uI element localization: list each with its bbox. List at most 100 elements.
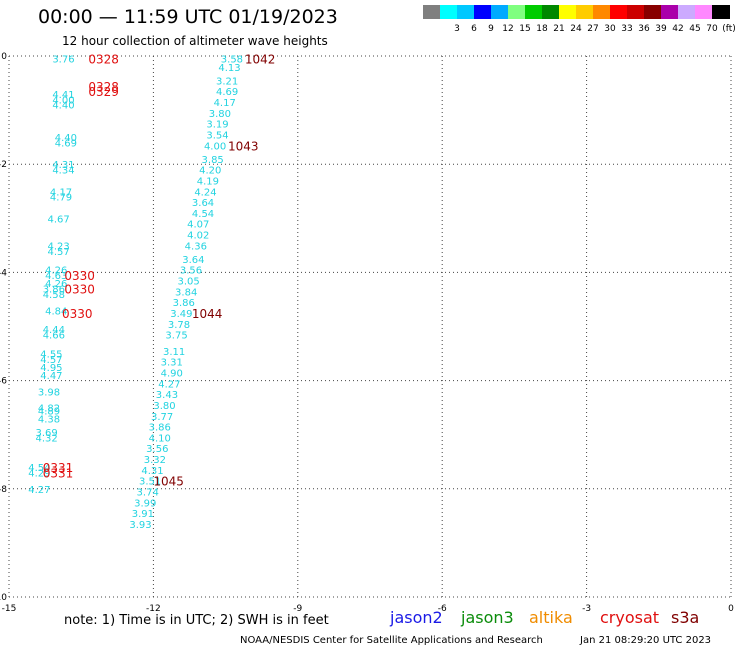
axis-tick-labels: -15 -12 -9 -6 -3 0 0 -2 -4 -6 -8 -10	[0, 52, 734, 614]
legend-swatch	[474, 5, 492, 19]
map-title: 00:00 — 11:59 UTC 01/19/2023	[38, 6, 338, 28]
legend-label: 39	[655, 24, 667, 34]
legend-label: 70	[706, 24, 718, 34]
wave-height-label: 4.07	[187, 220, 209, 231]
y-tick-label: -8	[0, 485, 7, 495]
legend-swatch	[508, 5, 526, 19]
wave-height-label: 3.49	[170, 309, 192, 320]
x-tick-label: 0	[728, 604, 734, 614]
legend-swatch	[644, 5, 662, 19]
pass-time-label: 0330	[64, 283, 95, 297]
wave-height-label: 4.54	[28, 463, 50, 474]
wave-height-label: 4.31	[141, 466, 163, 477]
wave-height-label: 4.41	[52, 90, 74, 101]
wave-height-label: 3.56	[180, 266, 202, 277]
legend-swatch	[542, 5, 560, 19]
legend-label: 42	[672, 24, 684, 34]
legend-label: 30	[604, 24, 616, 34]
wave-height-label: 3.75	[165, 331, 187, 342]
wave-height-label: 4.44	[43, 325, 65, 336]
legend-label: 15	[519, 24, 531, 34]
wave-height-label: 3.11	[163, 347, 185, 358]
wave-height-label: 4.54	[192, 209, 214, 220]
mission-cryosat: cryosat	[600, 608, 660, 627]
wave-height-values: 3.764.414.004.404.404.694.314.344.174.79…	[28, 55, 243, 531]
wave-height-label: 4.19	[197, 176, 219, 187]
wave-height-label: 4.38	[38, 414, 60, 425]
mission-s3a: s3a	[671, 608, 700, 627]
wave-height-label: 3.54	[206, 130, 228, 141]
wave-height-label: 4.23	[48, 241, 70, 252]
wave-height-label: 4.02	[187, 231, 209, 242]
legend-swatch	[491, 5, 509, 19]
wave-height-label: 3.74	[137, 488, 159, 499]
legend-swatch	[593, 5, 611, 19]
pass-time-label: 0328	[88, 80, 119, 94]
wave-height-label: 3.98	[38, 387, 60, 398]
legend-label: 33	[621, 24, 633, 34]
wave-height-label: 4.57	[40, 355, 62, 366]
wave-height-label: 4.57	[48, 247, 70, 258]
legend-swatch	[712, 5, 730, 19]
wave-height-label: 3.21	[216, 76, 238, 87]
wave-height-label: 4.67	[48, 214, 70, 225]
wave-height-label: 4.40	[55, 133, 77, 144]
legend-label: 27	[587, 24, 599, 34]
wave-height-label: 3.93	[129, 520, 151, 531]
wave-height-label: 3.69	[35, 428, 57, 439]
y-tick-label: -6	[0, 377, 7, 387]
agency-credit: NOAA/NESDIS Center for Satellite Applica…	[240, 635, 543, 646]
wave-height-label: 4.95	[40, 363, 62, 374]
legend-label: 3	[454, 24, 460, 34]
wave-height-label: 3.91	[132, 509, 154, 520]
wave-height-label: 4.58	[43, 290, 65, 301]
wave-height-label: 4.63	[45, 271, 67, 282]
wave-height-label: 3.43	[156, 390, 178, 401]
legend-label: 18	[536, 24, 548, 34]
wave-height-label: 3.31	[161, 358, 183, 369]
wave-height-label: 3.80	[153, 401, 175, 412]
wave-height-label: 4.29	[28, 469, 50, 480]
pass-time-labels: 0328032803290330033003300331033110421043…	[43, 53, 276, 489]
wave-height-label: 4.55	[40, 350, 62, 361]
wave-height-label: 4.66	[43, 331, 65, 342]
wave-height-label: 4.10	[149, 433, 171, 444]
wave-height-label: 3.76	[52, 55, 74, 66]
wave-height-label: 3.51	[139, 477, 161, 488]
legend-swatch	[610, 5, 628, 19]
pass-time-label: 0328	[88, 53, 119, 67]
wave-height-label: 4.00	[52, 95, 74, 106]
wave-height-label: 4.27	[28, 485, 50, 496]
pass-time-label: 0330	[64, 269, 95, 283]
wave-height-label: 4.47	[40, 371, 62, 382]
lat-lon-grid	[8, 55, 732, 598]
legend-label: 6	[471, 24, 477, 34]
legend-swatch	[440, 5, 458, 19]
wave-height-label: 4.24	[194, 187, 216, 198]
wave-height-label: 4.82	[38, 404, 60, 415]
pass-time-label: 0330	[62, 307, 93, 321]
wave-height-label: 3.80	[209, 109, 231, 120]
pass-time-label: 0331	[43, 461, 74, 475]
map-subtitle: 12 hour collection of altimeter wave hei…	[62, 34, 328, 48]
units-note: note: 1) Time is in UTC; 2) SWH is in fe…	[64, 613, 329, 628]
wave-height-label: 4.20	[199, 166, 221, 177]
wave-height-label: 3.78	[168, 320, 190, 331]
mission-jason3: jason3	[461, 608, 514, 627]
wave-height-label: 4.40	[52, 101, 74, 112]
legend-swatch	[661, 5, 679, 19]
wave-height-label: 3.85	[202, 155, 224, 166]
legend-label: 45	[689, 24, 701, 34]
wave-height-label: 4.84	[45, 306, 67, 317]
wave-height-label: 4.89	[38, 406, 60, 417]
x-tick-label: -15	[2, 604, 17, 614]
legend-swatch	[559, 5, 577, 19]
legend-swatch	[678, 5, 696, 19]
legend-label: 12	[502, 24, 514, 34]
wave-height-label: 4.13	[218, 63, 240, 74]
legend-swatch	[423, 5, 441, 19]
wave-height-label: 3.86	[43, 285, 65, 296]
x-tick-label: -12	[146, 604, 161, 614]
legend-swatch	[576, 5, 594, 19]
wave-height-label: 3.64	[192, 198, 214, 209]
